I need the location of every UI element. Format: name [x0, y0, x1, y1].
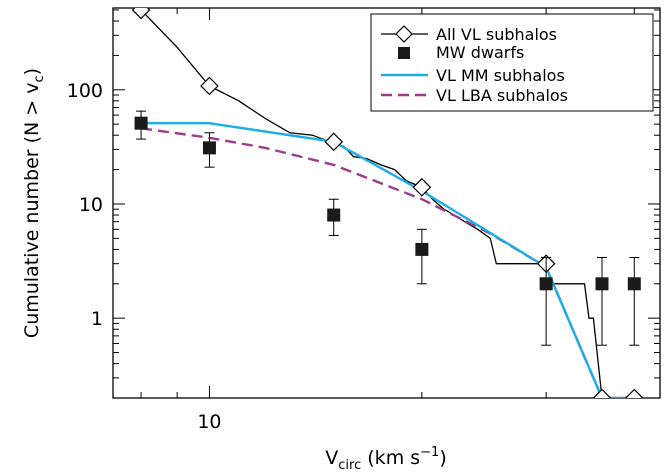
x-tick-label: 10 — [197, 411, 221, 433]
y-axis-label: Cumulative number (N > vc) — [21, 68, 47, 338]
legend-label: All VL subhalos — [436, 25, 557, 44]
y-axis-label-sub: c — [32, 75, 47, 82]
all-vl-diamond-marker — [626, 390, 643, 407]
mw-dwarf-marker — [628, 277, 641, 290]
y-tick-label: 1 — [91, 308, 103, 330]
legend-label: VL LBA subhalos — [436, 86, 568, 105]
y-tick-label: 100 — [67, 80, 103, 102]
all-vl-diamond-marker — [201, 77, 218, 94]
series-vl-mm-line — [141, 123, 634, 398]
mw-dwarf-marker — [135, 117, 148, 130]
series-vl-lba-line — [141, 128, 634, 398]
mw-dwarf-marker — [415, 243, 428, 256]
x-axis-label-unit-pre: (km s — [361, 447, 420, 469]
mw-dwarf-marker — [540, 277, 553, 290]
y-axis-label-post: ) — [21, 68, 43, 75]
legend: All VL subhalos MW dwarfs VL MM subhalos… — [371, 14, 653, 111]
y-axis-label-main: Cumulative number (N > v — [21, 83, 43, 339]
all-vl-diamond-marker — [594, 390, 611, 407]
mw-dwarf-marker — [203, 141, 216, 154]
mw-dwarf-marker — [596, 277, 609, 290]
tick-labels: 1 10 100 10 — [67, 80, 222, 433]
y-tick-label: 10 — [79, 194, 103, 216]
legend-swatch-square-icon — [398, 47, 410, 59]
all-vl-diamond-marker — [325, 133, 342, 150]
legend-label: VL MM subhalos — [436, 66, 565, 85]
x-axis-label-sub: circ — [338, 458, 361, 473]
x-axis-label-unit-post: ) — [439, 447, 446, 469]
x-axis-label: Vcirc (km s−1) — [325, 445, 446, 473]
x-axis-label-unit-sup: −1 — [420, 445, 439, 460]
mw-dwarf-marker — [327, 209, 340, 222]
legend-label: MW dwarfs — [436, 43, 524, 62]
x-axis-label-main: V — [325, 447, 338, 469]
